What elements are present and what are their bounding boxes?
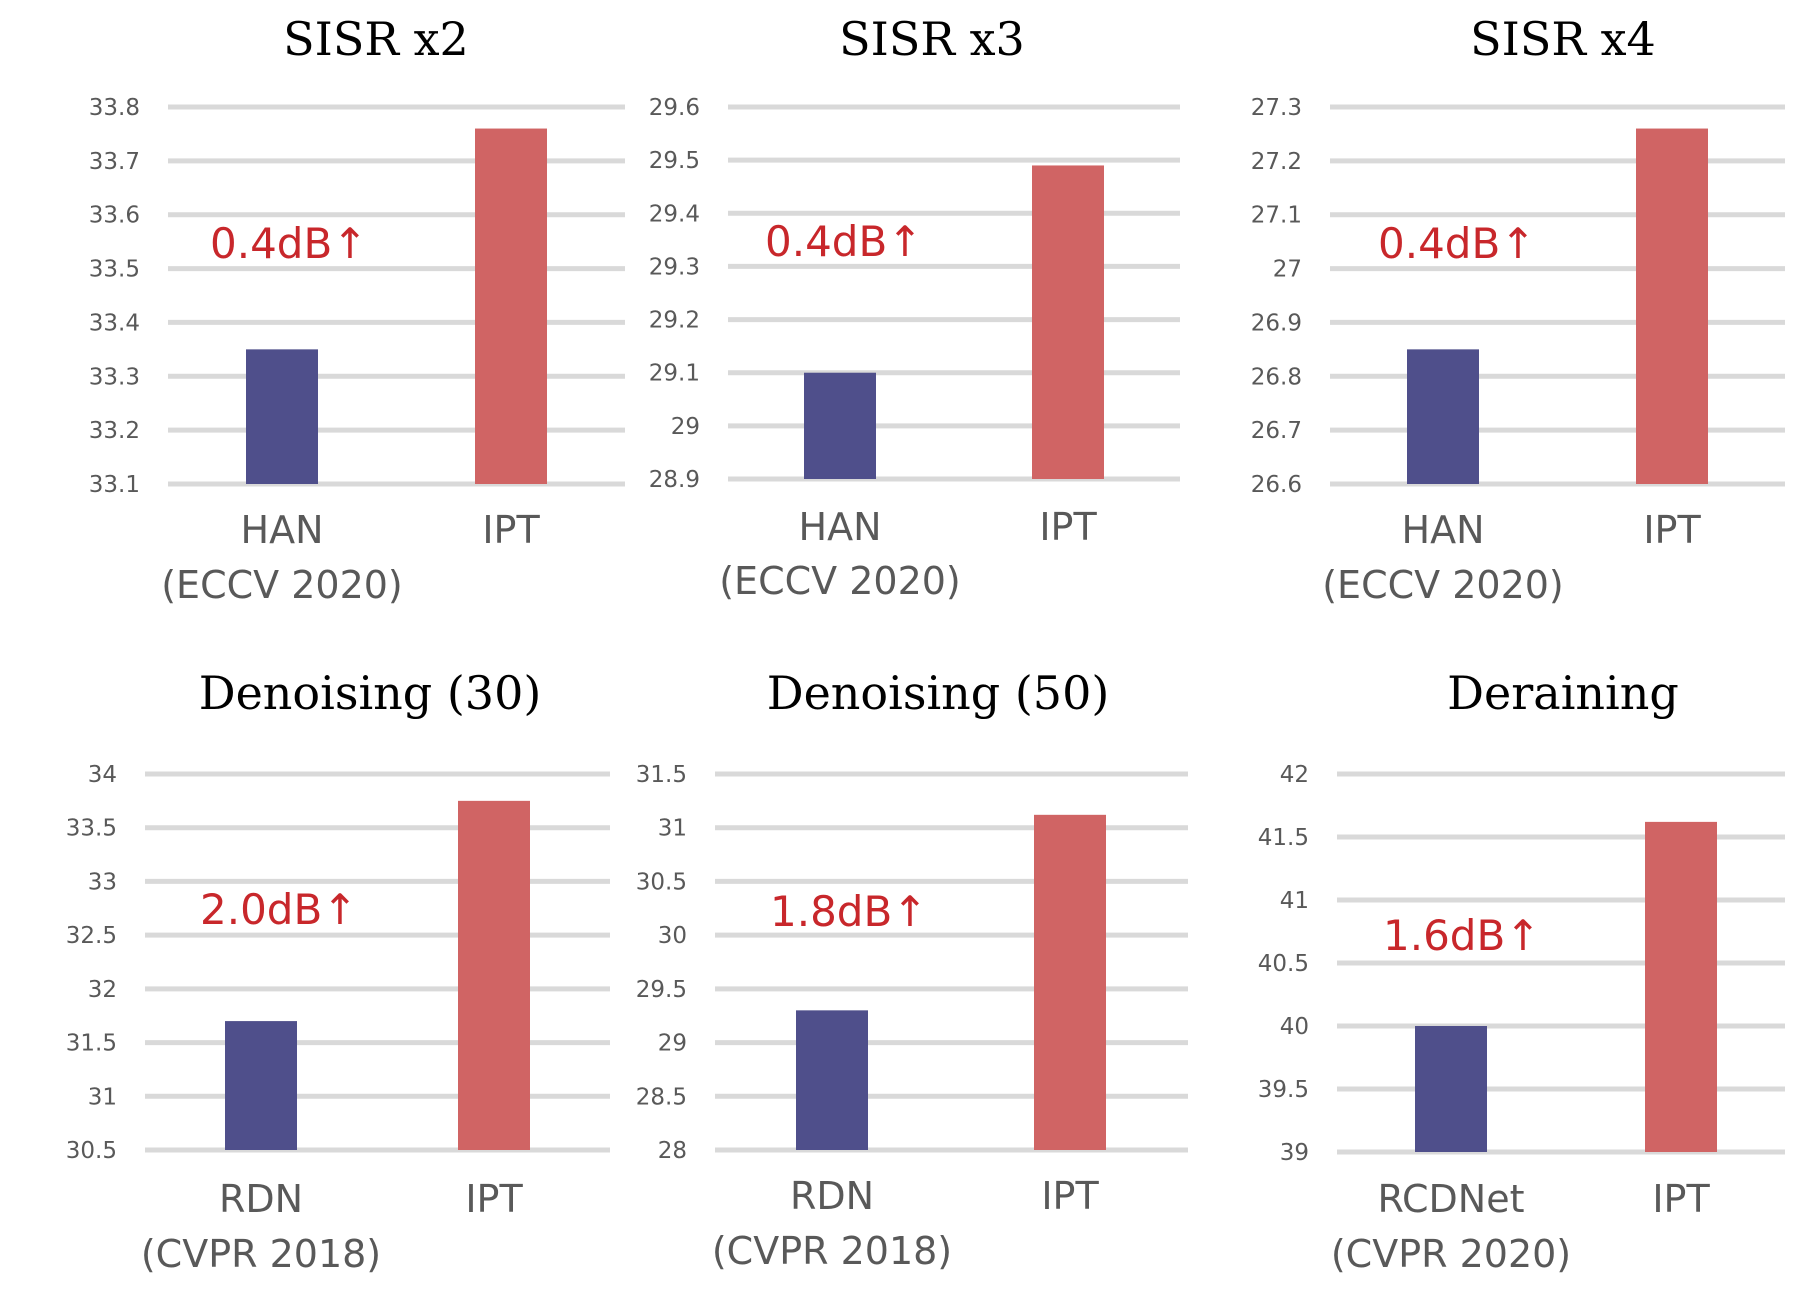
y-tick-label: 29.1 bbox=[649, 361, 700, 387]
category-label: IPT bbox=[1039, 505, 1097, 549]
chart-panel: Denoising (30) 30.5 31 31.5 32 32.5 33 33.5 34 RD… bbox=[66, 666, 610, 1276]
y-tick-label: 29.5 bbox=[649, 148, 700, 174]
category-label: IPT bbox=[482, 508, 540, 552]
chart-panel: Denoising (50) 28 28.5 29 29.5 30 30.5 31 31.5 RD… bbox=[636, 666, 1188, 1273]
y-tick-label: 27.2 bbox=[1251, 149, 1302, 175]
y-tick-label: 31.5 bbox=[66, 1031, 117, 1057]
gain-annotation: 2.0dB↑ bbox=[200, 885, 357, 934]
bar-ipt bbox=[1636, 128, 1708, 485]
category-label: IPT bbox=[1041, 1174, 1099, 1218]
category-label: IPT bbox=[465, 1177, 523, 1221]
y-tick-label: 33.5 bbox=[89, 257, 140, 283]
y-tick-label: 41.5 bbox=[1258, 825, 1309, 851]
y-tick-label: 31 bbox=[88, 1084, 117, 1110]
y-tick-label: 42 bbox=[1280, 762, 1309, 788]
y-tick-label: 30 bbox=[658, 923, 687, 949]
y-tick-label: 29 bbox=[658, 1031, 687, 1057]
category-label: IPT bbox=[1643, 508, 1701, 552]
bar-ipt bbox=[1032, 165, 1104, 479]
chart-panel: SISR x2 33.1 33.2 33.3 33.4 33.5 33.6 33.7 33.8 H… bbox=[89, 12, 625, 607]
y-tick-label: 29.5 bbox=[636, 977, 687, 1003]
gain-annotation: 0.4dB↑ bbox=[210, 219, 367, 268]
y-tick-label: 29.2 bbox=[649, 308, 700, 334]
category-label: RDN bbox=[790, 1174, 874, 1218]
bar-ipt bbox=[458, 800, 530, 1150]
y-tick-label: 26.9 bbox=[1251, 310, 1302, 336]
y-tick-label: 29.6 bbox=[649, 95, 700, 121]
bar-baseline bbox=[246, 349, 318, 484]
bar-ipt bbox=[1034, 814, 1106, 1150]
chart-title: Deraining bbox=[1447, 666, 1679, 720]
y-tick-label: 28.9 bbox=[649, 467, 700, 493]
y-tick-label: 33.1 bbox=[89, 472, 140, 498]
y-tick-label: 30.5 bbox=[66, 1138, 117, 1164]
chart-title: SISR x3 bbox=[839, 12, 1025, 66]
y-tick-label: 32 bbox=[88, 977, 117, 1003]
y-tick-label: 33.6 bbox=[89, 203, 140, 229]
gain-annotation: 1.6dB↑ bbox=[1383, 911, 1540, 960]
chart-title: SISR x4 bbox=[1470, 12, 1656, 66]
y-tick-label: 39 bbox=[1280, 1140, 1309, 1166]
y-tick-label: 27.3 bbox=[1251, 95, 1302, 121]
y-tick-label: 34 bbox=[88, 762, 117, 788]
y-tick-label: 29.3 bbox=[649, 254, 700, 280]
bar-ipt bbox=[1645, 821, 1717, 1152]
category-sublabel: (CVPR 2020) bbox=[1331, 1232, 1571, 1276]
y-tick-label: 41 bbox=[1280, 888, 1309, 914]
gain-annotation: 0.4dB↑ bbox=[765, 217, 922, 266]
chart-title: Denoising (50) bbox=[767, 666, 1110, 720]
chart-panel: SISR x4 26.6 26.7 26.8 26.9 27 27.1 27.2 27.3 HAN… bbox=[1251, 12, 1785, 607]
bar-ipt bbox=[475, 128, 547, 485]
category-label: HAN bbox=[1402, 508, 1485, 552]
y-tick-label: 27.1 bbox=[1251, 203, 1302, 229]
category-sublabel: (ECCV 2020) bbox=[719, 559, 961, 603]
chart-title: SISR x2 bbox=[283, 12, 469, 66]
y-tick-label: 29.4 bbox=[649, 201, 700, 227]
y-tick-label: 33.2 bbox=[89, 418, 140, 444]
y-tick-label: 33.5 bbox=[66, 816, 117, 842]
y-tick-label: 33 bbox=[88, 869, 117, 895]
category-sublabel: (CVPR 2018) bbox=[141, 1232, 381, 1276]
y-tick-label: 26.8 bbox=[1251, 364, 1302, 390]
y-tick-label: 27 bbox=[1273, 257, 1302, 283]
chart-title: Denoising (30) bbox=[199, 666, 542, 720]
category-sublabel: (CVPR 2018) bbox=[712, 1229, 952, 1273]
category-label: HAN bbox=[241, 508, 324, 552]
y-tick-label: 29 bbox=[671, 414, 700, 440]
y-tick-label: 39.5 bbox=[1258, 1077, 1309, 1103]
y-tick-label: 32.5 bbox=[66, 923, 117, 949]
chart-panel: Deraining 39 39.5 40 40.5 41 41.5 42 RCDNet (CVPR… bbox=[1258, 666, 1785, 1276]
y-tick-label: 33.7 bbox=[89, 149, 140, 175]
y-tick-label: 26.6 bbox=[1251, 472, 1302, 498]
category-sublabel: (ECCV 2020) bbox=[161, 563, 403, 607]
y-tick-label: 33.8 bbox=[89, 95, 140, 121]
bar-baseline bbox=[225, 1021, 297, 1150]
y-tick-label: 28.5 bbox=[636, 1084, 687, 1110]
y-tick-label: 28 bbox=[658, 1138, 687, 1164]
bar-baseline bbox=[1415, 1026, 1487, 1152]
y-tick-label: 33.4 bbox=[89, 310, 140, 336]
category-label: RCDNet bbox=[1377, 1177, 1524, 1221]
bar-baseline bbox=[1407, 349, 1479, 484]
y-tick-label: 33.3 bbox=[89, 364, 140, 390]
chart-panel: SISR x3 28.9 29 29.1 29.2 29.3 29.4 29.5 29.6 HAN… bbox=[649, 12, 1180, 603]
category-label: IPT bbox=[1652, 1177, 1710, 1221]
y-tick-label: 30.5 bbox=[636, 869, 687, 895]
category-label: RDN bbox=[219, 1177, 303, 1221]
category-sublabel: (ECCV 2020) bbox=[1322, 563, 1564, 607]
gain-annotation: 1.8dB↑ bbox=[770, 887, 927, 936]
y-tick-label: 31 bbox=[658, 816, 687, 842]
y-tick-label: 40 bbox=[1280, 1014, 1309, 1040]
y-tick-label: 40.5 bbox=[1258, 951, 1309, 977]
gain-annotation: 0.4dB↑ bbox=[1378, 219, 1535, 268]
bar-baseline bbox=[796, 1010, 868, 1150]
y-tick-label: 26.7 bbox=[1251, 418, 1302, 444]
y-tick-label: 31.5 bbox=[636, 762, 687, 788]
category-label: HAN bbox=[799, 505, 882, 549]
bar-baseline bbox=[804, 372, 876, 479]
